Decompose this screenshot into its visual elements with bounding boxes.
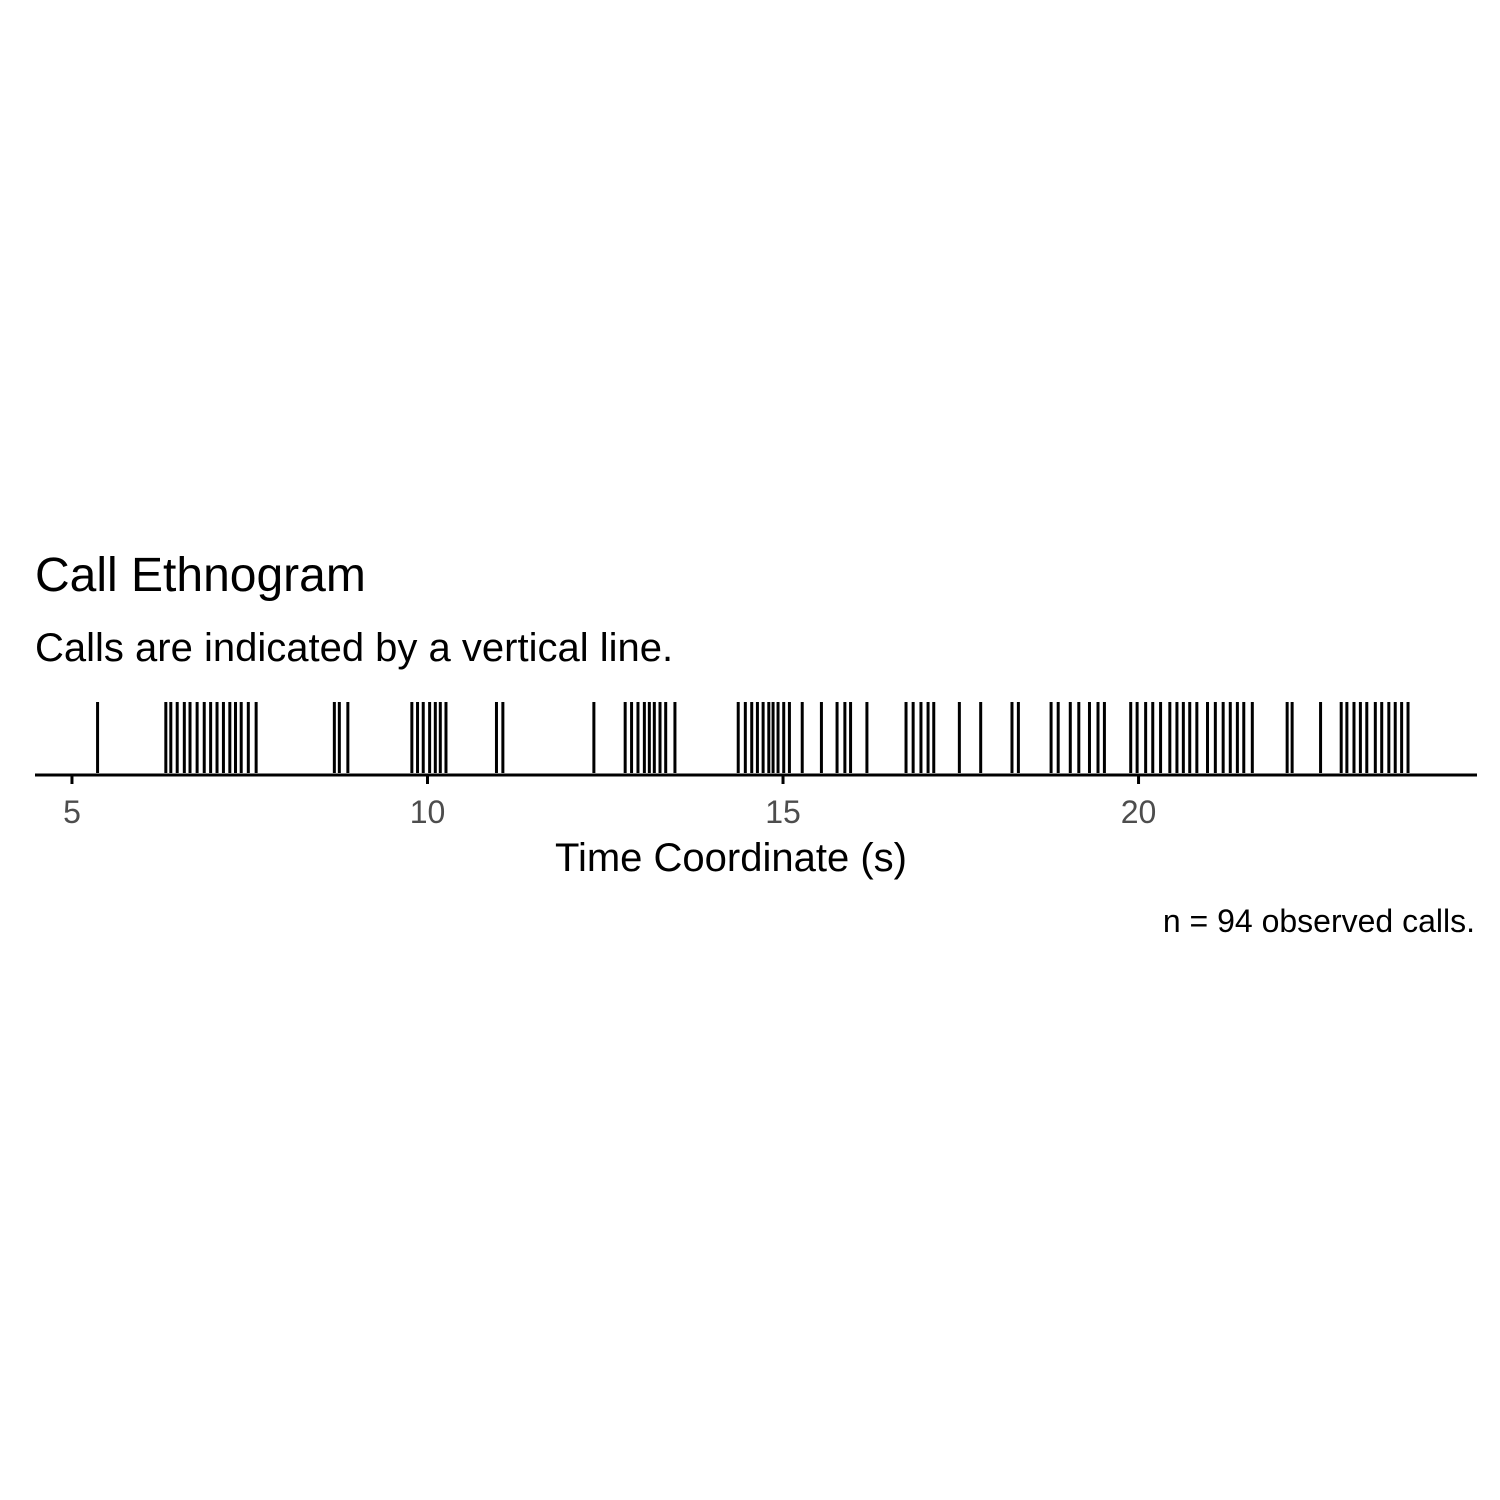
x-tick-label: 10 xyxy=(410,794,446,830)
chart-caption: n = 94 observed calls. xyxy=(1162,903,1475,939)
x-tick-label: 20 xyxy=(1121,794,1157,830)
chart-title: Call Ethnogram xyxy=(35,549,366,602)
x-tick-label: 15 xyxy=(765,794,801,830)
x-axis-ticks: 5 10 15 20 xyxy=(63,775,1156,830)
x-tick-label: 5 xyxy=(63,794,81,830)
x-axis-label: Time Coordinate (s) xyxy=(555,836,907,880)
call-events xyxy=(96,702,1410,773)
chart-subtitle: Calls are indicated by a vertical line. xyxy=(35,626,674,670)
